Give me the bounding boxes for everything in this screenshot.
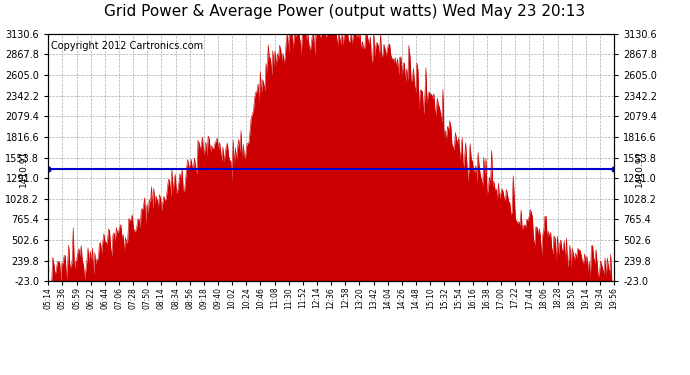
Text: Grid Power & Average Power (output watts) Wed May 23 20:13: Grid Power & Average Power (output watts… xyxy=(104,4,586,19)
Text: 1410.91: 1410.91 xyxy=(19,150,28,188)
Text: 1410.91: 1410.91 xyxy=(635,150,644,188)
Text: Copyright 2012 Cartronics.com: Copyright 2012 Cartronics.com xyxy=(51,41,204,51)
